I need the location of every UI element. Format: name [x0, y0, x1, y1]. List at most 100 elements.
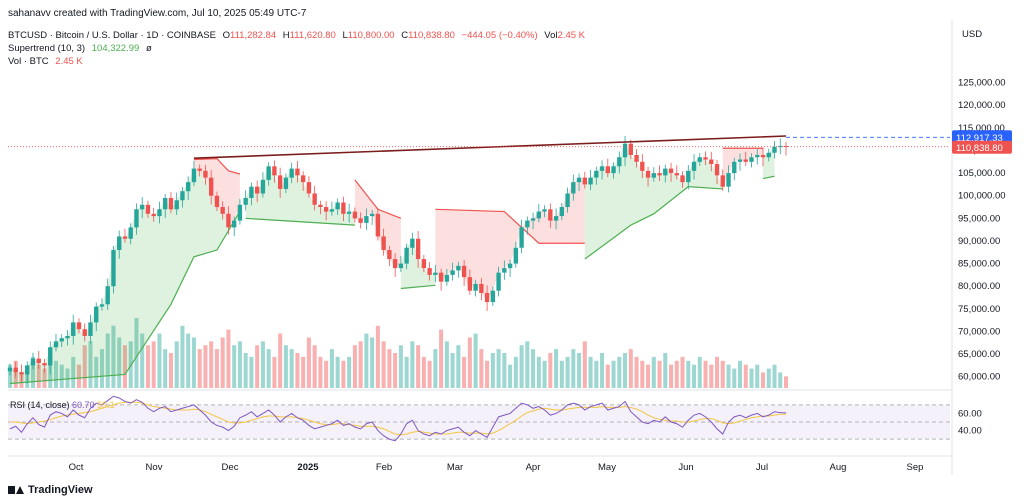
time-tick-label: Feb	[376, 462, 392, 473]
volume-bar	[272, 356, 277, 388]
volume-bar	[479, 349, 484, 388]
volume-bar	[617, 356, 622, 388]
candle-body	[640, 161, 645, 171]
volume-bar	[600, 353, 605, 388]
volume-bar	[496, 349, 501, 388]
volume-bar	[59, 364, 64, 388]
supertrend-down-line	[193, 158, 241, 175]
candle-body	[559, 207, 565, 217]
volume-bar	[651, 356, 656, 388]
candle-body	[749, 157, 754, 162]
supertrend-up-line	[762, 175, 775, 180]
tradingview-brand: TradingView	[28, 484, 93, 496]
volume-bar	[278, 333, 283, 388]
price-tick-label: 65,000.00	[958, 349, 1000, 360]
volume-bar	[260, 341, 265, 388]
volume-bar	[513, 356, 518, 388]
candle-body	[628, 143, 633, 156]
candle-body	[111, 250, 116, 287]
volume-bar	[364, 333, 369, 388]
volume-bar	[387, 349, 392, 388]
volume-bar	[36, 364, 41, 388]
supertrend-down-line-fill	[435, 177, 585, 303]
time-tick-label: Oct	[69, 462, 84, 473]
time-tick-label: Jul	[756, 462, 768, 473]
candle-body	[576, 177, 582, 183]
candle-body	[30, 358, 36, 366]
volume-legend[interactable]: Vol · BTC 2.45 K	[8, 56, 87, 67]
volume-bar	[686, 360, 691, 388]
candle-body	[318, 204, 323, 208]
candle-body	[588, 177, 593, 185]
volume-bar	[502, 353, 507, 388]
supertrend-up-line-fill	[245, 166, 355, 226]
candle-body	[191, 168, 197, 183]
candle-body	[157, 209, 162, 217]
volume-bar	[485, 360, 490, 388]
volume-bar	[82, 345, 87, 388]
candle-body	[283, 177, 289, 189]
candle-body	[94, 306, 99, 323]
currency-label[interactable]: USD	[962, 29, 983, 40]
volume-bar	[410, 341, 415, 388]
candle-body	[186, 182, 191, 192]
candle-body	[117, 236, 122, 251]
candle-body	[433, 272, 438, 275]
candle-body	[415, 238, 421, 260]
candle-body	[295, 168, 300, 176]
candle-body	[760, 155, 766, 158]
candle-body	[329, 209, 335, 212]
supertrend-settings-icon[interactable]: ø	[145, 43, 152, 54]
supertrend-up-line-fill	[584, 143, 723, 260]
volume-bar	[174, 341, 179, 388]
price-tick-label: 70,000.00	[958, 326, 1000, 337]
time-tick-label: Aug	[830, 462, 847, 473]
tradingview-footer[interactable]: TradingView	[8, 484, 93, 496]
volume-bar	[663, 353, 668, 388]
volume-bar	[151, 341, 156, 388]
volume-bar	[358, 341, 363, 388]
volume-bar	[473, 333, 478, 388]
candle-body	[65, 335, 70, 339]
candle-body	[174, 200, 179, 210]
candle-body	[289, 168, 294, 178]
candle-body	[209, 177, 214, 196]
candle-body	[7, 367, 13, 372]
volume-bar	[370, 337, 375, 388]
candle-body	[496, 272, 501, 291]
volume-bar	[427, 360, 432, 388]
tradingview-logo-icon	[8, 485, 24, 495]
volume-bar	[525, 341, 530, 388]
volume-bar	[669, 364, 674, 388]
candle-body	[634, 155, 639, 162]
volume-bar	[226, 329, 231, 388]
volume-bar	[444, 341, 449, 388]
symbol-title[interactable]: BTCUSD · Bitcoin / U.S. Dollar · 1D · CO…	[8, 30, 216, 41]
volume-bar	[674, 360, 679, 388]
symbol-legend: BTCUSD · Bitcoin / U.S. Dollar · 1D · CO…	[8, 30, 589, 41]
candle-body	[691, 161, 697, 171]
supertrend-label: Supertrend (10, 3)	[8, 43, 86, 54]
volume-value: 2.45 K	[55, 56, 83, 67]
candle-body	[364, 216, 369, 223]
volume-bar	[531, 349, 536, 388]
volume-bar	[347, 356, 352, 388]
candle-body	[743, 159, 748, 162]
volume-bar	[163, 349, 168, 388]
volume-bar	[329, 349, 334, 388]
volume-bar	[433, 349, 438, 388]
candle-body	[260, 179, 266, 194]
volume-bar	[283, 345, 288, 388]
candle-body	[254, 186, 260, 194]
candle-body	[680, 175, 685, 183]
rsi-legend[interactable]: RSI (14, close) 60.70 59.1	[10, 400, 115, 410]
close-value: 110,838.80	[408, 30, 455, 41]
open-value: 111,282.84	[230, 30, 277, 41]
level-line-badge	[952, 130, 1012, 144]
volume-bar	[237, 341, 242, 388]
time-tick-label: Sep	[907, 462, 924, 473]
supertrend-legend[interactable]: Supertrend (10, 3) 104,322.99 ø	[8, 43, 156, 54]
candle-body	[197, 168, 202, 171]
candle-body	[249, 186, 254, 198]
